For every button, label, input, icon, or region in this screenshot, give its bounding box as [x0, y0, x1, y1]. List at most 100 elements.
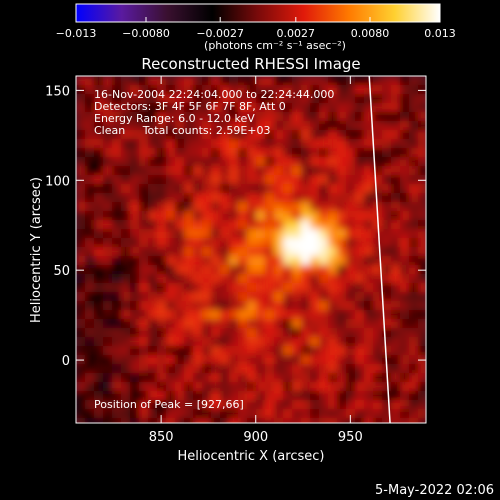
- heat-cell: [247, 310, 257, 320]
- heat-cell: [418, 112, 426, 122]
- heat-cell: [391, 292, 401, 302]
- heat-cell: [139, 256, 149, 266]
- heat-cell: [319, 274, 329, 284]
- heat-cell: [184, 301, 194, 311]
- heat-cell: [319, 418, 329, 423]
- heat-cell: [310, 94, 320, 104]
- heat-cell: [211, 418, 221, 423]
- heat-cell: [364, 193, 374, 203]
- heat-cell: [400, 310, 410, 320]
- heat-cell: [175, 76, 185, 86]
- heat-cell: [148, 301, 158, 311]
- heat-cell: [76, 319, 86, 329]
- heat-cell: [346, 337, 356, 347]
- heat-cell: [175, 121, 185, 131]
- heat-cell: [364, 337, 374, 347]
- heat-cell: [292, 319, 302, 329]
- heat-cell: [301, 247, 311, 257]
- heat-cell: [85, 211, 95, 221]
- heat-cell: [94, 202, 104, 212]
- heat-cell: [211, 337, 221, 347]
- heat-cell: [364, 112, 374, 122]
- heat-cell: [328, 391, 338, 401]
- heat-cell: [157, 256, 167, 266]
- heat-cell: [319, 193, 329, 203]
- heat-cell: [328, 121, 338, 131]
- heat-cell: [184, 202, 194, 212]
- heat-cell: [112, 184, 122, 194]
- heat-cell: [175, 247, 185, 257]
- heat-cell: [148, 247, 158, 257]
- heat-cell: [220, 373, 230, 383]
- heat-cell: [121, 103, 131, 113]
- heat-cell: [301, 229, 311, 239]
- heat-cell: [310, 184, 320, 194]
- heat-cell: [175, 418, 185, 423]
- heat-cell: [211, 139, 221, 149]
- heat-cell: [364, 85, 374, 95]
- heat-cell: [166, 256, 176, 266]
- heat-cell: [292, 337, 302, 347]
- heat-cell: [319, 211, 329, 221]
- heat-cell: [400, 409, 410, 419]
- heat-cell: [319, 346, 329, 356]
- heat-cell: [85, 373, 95, 383]
- heat-cell: [274, 229, 284, 239]
- heat-cell: [193, 139, 203, 149]
- heat-cell: [220, 328, 230, 338]
- heat-cell: [364, 346, 374, 356]
- heat-cell: [229, 409, 239, 419]
- heat-cell: [202, 409, 212, 419]
- heat-cell: [274, 292, 284, 302]
- heat-cell: [112, 382, 122, 392]
- heat-cell: [265, 76, 275, 86]
- heat-cell: [85, 319, 95, 329]
- heat-cell: [256, 346, 266, 356]
- heat-cell: [301, 220, 311, 230]
- heat-cell: [211, 373, 221, 383]
- heat-cell: [112, 346, 122, 356]
- heat-cell: [202, 157, 212, 167]
- heat-cell: [229, 418, 239, 423]
- heat-cell: [364, 364, 374, 374]
- heat-cell: [238, 220, 248, 230]
- heat-cell: [256, 400, 266, 410]
- heat-cell: [346, 148, 356, 158]
- heat-cell: [283, 274, 293, 284]
- heat-cell: [391, 346, 401, 356]
- heat-cell: [409, 184, 419, 194]
- heat-cell: [337, 229, 347, 239]
- heat-cell: [301, 112, 311, 122]
- heat-cell: [184, 346, 194, 356]
- heat-cell: [274, 283, 284, 293]
- heat-cell: [85, 274, 95, 284]
- heat-cell: [76, 418, 86, 423]
- heat-cell: [157, 373, 167, 383]
- heat-cell: [382, 157, 392, 167]
- heat-cell: [328, 175, 338, 185]
- heat-cell: [346, 355, 356, 365]
- heat-cell: [328, 229, 338, 239]
- heat-cell: [139, 346, 149, 356]
- heat-cell: [346, 373, 356, 383]
- heat-cell: [175, 346, 185, 356]
- heat-cell: [76, 184, 86, 194]
- heat-cell: [346, 418, 356, 423]
- heat-cell: [391, 355, 401, 365]
- heat-cell: [202, 391, 212, 401]
- heat-cell: [211, 391, 221, 401]
- heat-cell: [418, 229, 426, 239]
- heat-cell: [85, 202, 95, 212]
- heat-cell: [355, 292, 365, 302]
- heat-cell: [166, 373, 176, 383]
- heat-cell: [283, 193, 293, 203]
- heat-cell: [292, 202, 302, 212]
- heat-cell: [373, 139, 383, 149]
- heat-cell: [382, 310, 392, 320]
- heat-cell: [256, 211, 266, 221]
- heat-cell: [337, 382, 347, 392]
- heat-cell: [301, 238, 311, 248]
- heat-cell: [247, 400, 257, 410]
- heat-cell: [220, 166, 230, 176]
